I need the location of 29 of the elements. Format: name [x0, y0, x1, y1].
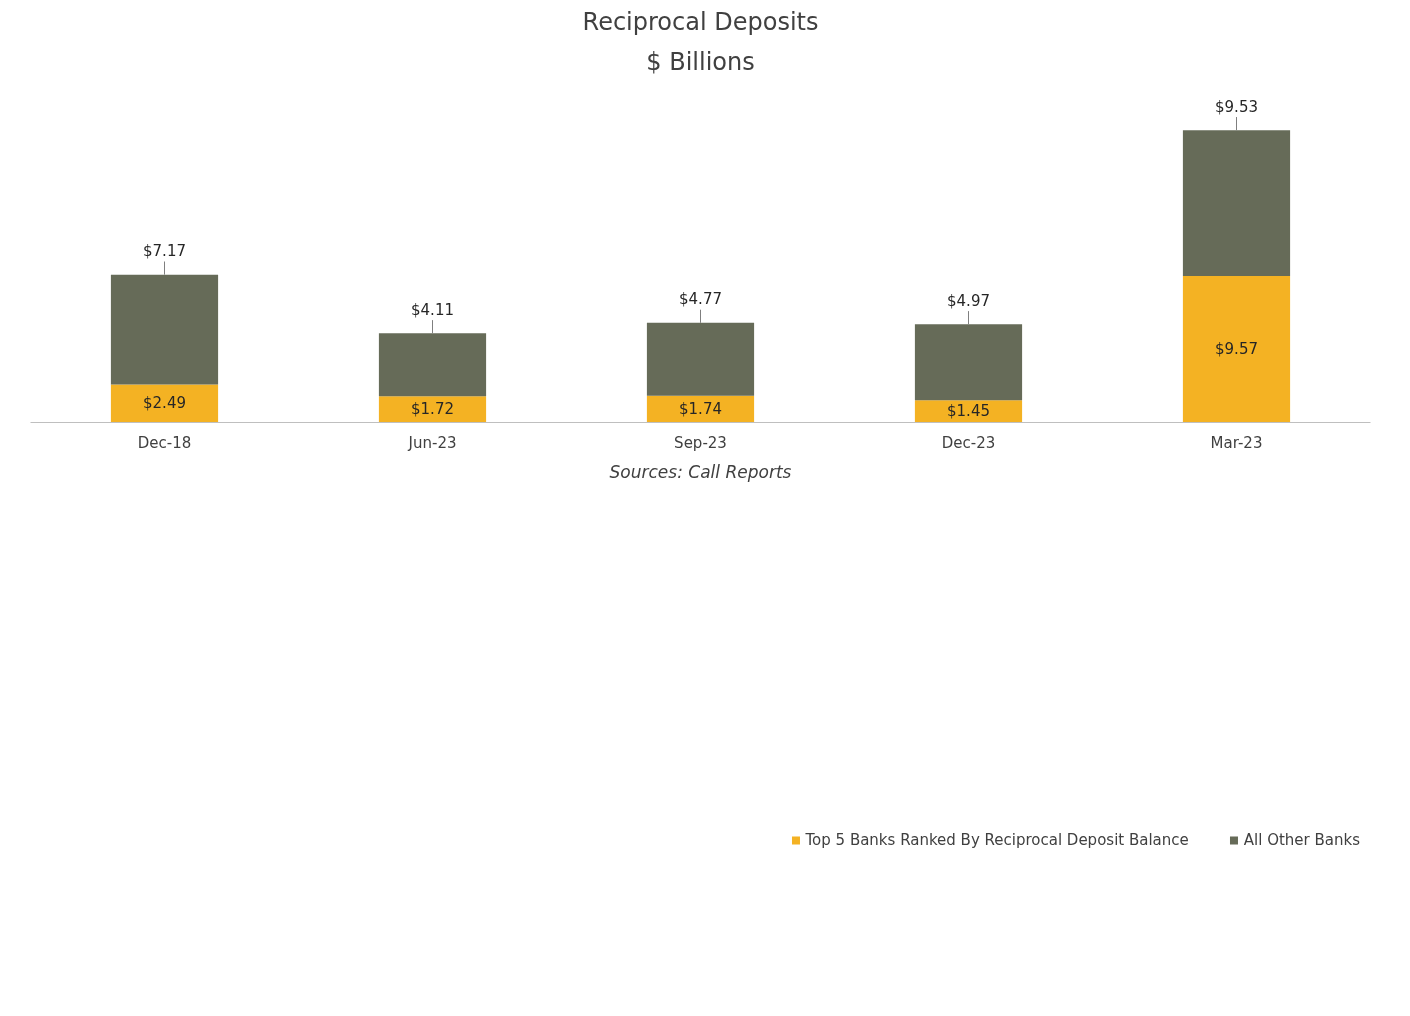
bar [646, 395, 755, 423]
data-label: $2.49 [143, 394, 186, 413]
legend-label: Top 5 Banks Ranked By Reciprocal Deposit Balance [805, 830, 1189, 849]
data-label: $1.72 [411, 400, 454, 419]
data-label: $9.57 [1215, 340, 1258, 359]
data-label: $1.74 [679, 400, 722, 419]
source-note: Sources: Call Reports [609, 461, 792, 482]
bar [110, 384, 219, 423]
bar [378, 396, 487, 423]
bar [914, 324, 1023, 401]
data-label: $9.53 [1215, 97, 1258, 116]
bar [1182, 130, 1291, 277]
x-tick-label: Sep-23 [674, 433, 727, 452]
bar [1182, 276, 1291, 423]
chart-title: Reciprocal Deposits [582, 7, 819, 36]
x-tick-label: Dec-18 [137, 433, 192, 452]
bar [110, 274, 219, 385]
data-label: $1.45 [947, 402, 990, 421]
chart-subtitle: $ Billions [646, 47, 755, 76]
x-tick-label: Mar-23 [1210, 433, 1263, 452]
data-label: $4.97 [947, 291, 990, 310]
data-label: $7.17 [143, 242, 186, 261]
x-tick-label: Dec-23 [941, 433, 996, 452]
bar [378, 333, 487, 397]
legend-label: All Other Banks [1243, 830, 1360, 849]
data-label: $4.11 [411, 300, 454, 319]
bar [646, 322, 755, 396]
data-label: $4.77 [679, 290, 722, 309]
x-tick-label: Jun-23 [407, 433, 457, 452]
